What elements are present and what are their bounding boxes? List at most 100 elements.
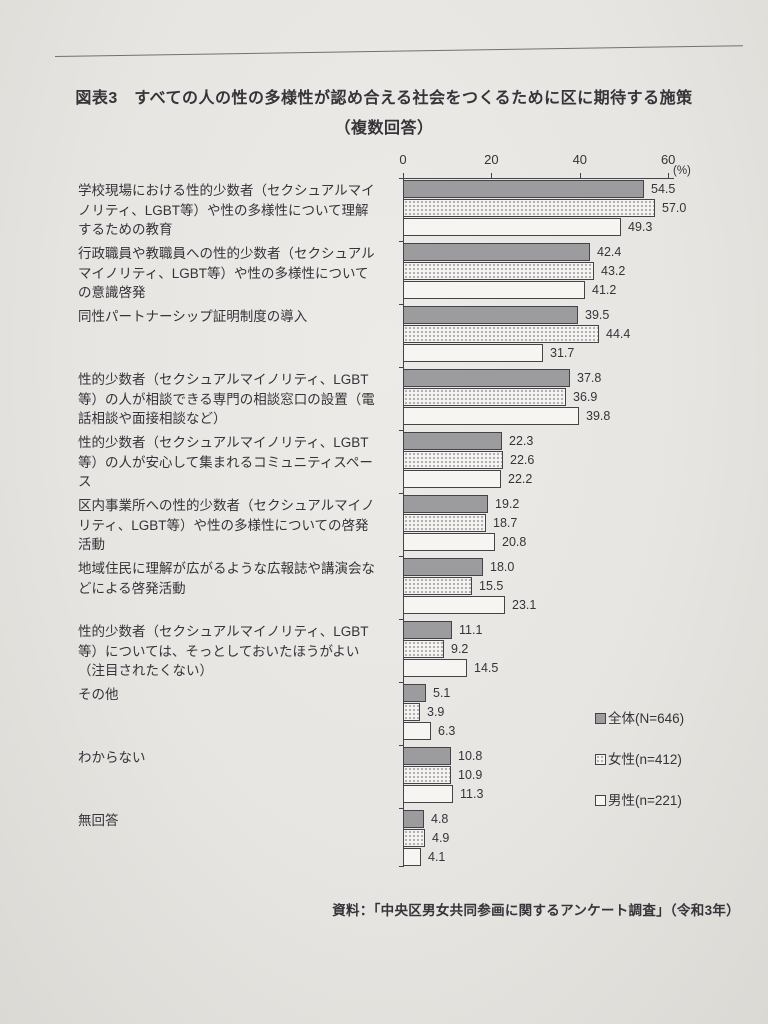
bar-value-label: 5.1 — [433, 686, 451, 700]
bar-value-label: 22.6 — [510, 453, 535, 467]
bar-value-label: 54.5 — [651, 182, 676, 196]
legend-label: 女性(n=412) — [608, 752, 682, 767]
bar — [403, 785, 453, 803]
legend-label: 男性(n=221) — [608, 793, 682, 808]
bar — [403, 407, 579, 425]
bar-value-label: 19.2 — [495, 497, 520, 511]
bar-value-label: 36.9 — [573, 390, 598, 404]
category-label: 区内事業所への性的少数者（セクシュアルマイノリティ、LGBT等）や性の多様性につ… — [78, 498, 375, 552]
category-label: 性的少数者（セクシュアルマイノリティ、LGBT等）の人が相談できる専門の相談窓口… — [78, 372, 375, 426]
bar-value-label: 22.2 — [508, 472, 533, 486]
y-axis-tick-mark — [399, 556, 403, 557]
x-axis-tick-mark — [579, 173, 581, 178]
x-axis-tick-mark — [668, 173, 670, 178]
bar-value-label: 18.0 — [490, 560, 515, 574]
y-axis-tick-mark — [399, 682, 403, 683]
bar — [403, 344, 543, 362]
category-label: わからない — [78, 750, 146, 765]
bar-value-label: 3.9 — [427, 705, 445, 719]
bar — [403, 306, 578, 324]
bar — [403, 199, 655, 217]
x-axis-line — [403, 178, 674, 179]
bar — [403, 703, 420, 721]
bar — [403, 577, 472, 595]
category-label: 性的少数者（セクシュアルマイノリティ、LGBT等）の人が安心して集まれるコミュニ… — [78, 435, 373, 489]
x-axis-tick-label: 20 — [484, 152, 499, 167]
bar — [403, 495, 488, 513]
bar-value-label: 31.7 — [550, 346, 575, 360]
bar-value-label: 44.4 — [606, 327, 631, 341]
bar — [403, 470, 501, 488]
bar-value-label: 10.9 — [458, 768, 483, 782]
y-axis-tick-mark — [399, 304, 403, 305]
bar-value-label: 57.0 — [662, 201, 687, 215]
bar — [403, 829, 425, 847]
bar-value-label: 37.8 — [577, 371, 602, 385]
bar-chart: (%) 学校現場における性的少数者（セクシュアルマイノリティ、LGBT等）や性の… — [55, 150, 755, 895]
x-axis-tick-mark — [403, 173, 404, 178]
bar — [403, 218, 621, 236]
y-axis-tick-mark — [399, 367, 403, 368]
bar — [403, 533, 495, 551]
bar — [403, 262, 594, 280]
y-axis-tick-mark — [399, 178, 403, 179]
bar-value-label: 39.5 — [585, 308, 610, 322]
bar-value-label: 4.8 — [431, 812, 449, 826]
figure-title-line2: （複数回答） — [334, 120, 434, 137]
bar — [403, 621, 452, 639]
bar-value-label: 6.3 — [438, 724, 456, 738]
x-axis-tick-mark — [491, 173, 493, 178]
y-axis-tick-mark — [399, 808, 403, 809]
bar-value-label: 10.8 — [458, 749, 483, 763]
bar-value-label: 15.5 — [479, 579, 504, 593]
source-note: 資料：「中央区男女共同参画に関するアンケート調査」（令和3年） — [332, 903, 740, 918]
category-label: 地域住民に理解が広がるような広報誌や講演会などによる啓発活動 — [78, 561, 375, 596]
page-top-rule — [54, 45, 743, 57]
y-axis-tick-mark — [399, 619, 403, 620]
bar-value-label: 42.4 — [597, 245, 622, 259]
bar-value-label: 18.7 — [493, 516, 518, 530]
legend-item: 全体(N=646) — [595, 712, 684, 726]
bar-value-label: 9.2 — [451, 642, 469, 656]
bar — [403, 325, 599, 343]
legend-label: 全体(N=646) — [608, 711, 685, 726]
y-axis-tick-mark — [399, 866, 403, 867]
legend-item: 女性(n=412) — [595, 753, 682, 767]
bar — [403, 281, 585, 299]
bar — [403, 369, 570, 387]
legend-item: 男性(n=221) — [595, 794, 682, 808]
y-axis-tick-mark — [399, 430, 403, 431]
bar-value-label: 14.5 — [474, 661, 499, 675]
bar-value-label: 41.2 — [592, 283, 617, 297]
category-label: その他 — [78, 687, 119, 702]
x-axis-tick-label: 60 — [660, 152, 676, 167]
bar — [403, 722, 431, 740]
y-axis-tick-mark — [399, 241, 403, 242]
bar-value-label: 43.2 — [601, 264, 626, 278]
bar-value-label: 39.8 — [586, 409, 611, 423]
bar — [403, 596, 505, 614]
legend-marker-white — [595, 795, 606, 806]
legend-marker-dotted — [595, 754, 606, 765]
bar — [403, 180, 644, 198]
category-label: 行政職員や教職員への性的少数者（セクシュアルマイノリティ、LGBT等）や性の多様… — [78, 246, 375, 300]
figure-title-line1: 図表3 すべての人の性の多様性が認め合える社会をつくるために区に期待する施策 — [75, 90, 693, 107]
bar — [403, 558, 483, 576]
bar-value-label: 49.3 — [628, 220, 653, 234]
x-axis-tick-label: 0 — [399, 152, 407, 167]
figure-title: 図表3 すべての人の性の多様性が認め合える社会をつくるために区に期待する施策 （… — [0, 84, 768, 144]
y-axis-tick-mark — [399, 493, 403, 494]
bar — [403, 640, 444, 658]
bar — [403, 747, 451, 765]
category-label: 無回答 — [78, 813, 119, 828]
legend-marker-solid-gray — [595, 713, 606, 724]
bar-value-label: 4.9 — [432, 831, 450, 845]
category-label: 同性パートナーシップ証明制度の導入 — [78, 309, 308, 324]
bar — [403, 848, 421, 866]
x-axis-unit-label: (%) — [673, 165, 691, 177]
bar — [403, 451, 503, 469]
bar — [403, 432, 502, 450]
category-label: 学校現場における性的少数者（セクシュアルマイノリティ、LGBT等）や性の多様性に… — [78, 183, 375, 237]
y-axis-tick-mark — [399, 745, 403, 746]
chart-plot: 学校現場における性的少数者（セクシュアルマイノリティ、LGBT等）や性の多様性に… — [55, 150, 755, 895]
